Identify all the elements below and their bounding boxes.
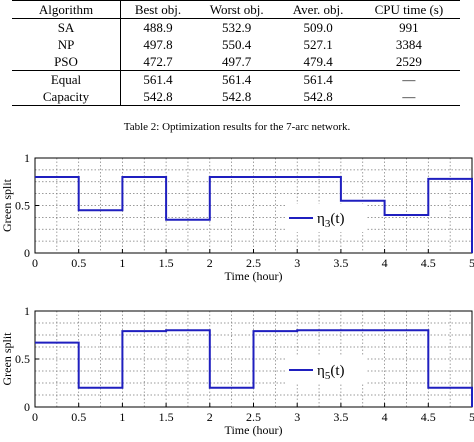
- table-row: Capacity 542.8 542.8 542.8 —: [12, 88, 460, 106]
- x-tick-label: 4.5: [421, 410, 436, 424]
- y-axis-label: Green split: [0, 178, 14, 232]
- header-worst-obj: Worst obj.: [194, 0, 279, 19]
- x-tick-label: 4.5: [421, 256, 436, 270]
- x-tick-label: 0.5: [71, 410, 86, 424]
- cell-algorithm: NP: [12, 36, 121, 53]
- cell-aver: 561.4: [278, 70, 358, 88]
- y-tick-label: 0: [24, 400, 30, 414]
- cell-algorithm: Equal: [12, 70, 121, 88]
- cell-aver: 479.4: [303, 54, 333, 69]
- table-row: NP 497.8 550.4 527.1 3384: [12, 36, 460, 53]
- legend-label: η5(t): [317, 363, 345, 382]
- cell-aver: 542.8: [278, 88, 358, 106]
- cell-cpu: 3384: [395, 37, 422, 52]
- grid-lines: [35, 311, 472, 407]
- cell-cpu: 991: [399, 20, 419, 35]
- x-tick-label: 1.5: [159, 410, 174, 424]
- y-tick-label: 1: [24, 151, 30, 165]
- cell-cpu: 2529: [395, 54, 422, 69]
- x-tick-label: 1: [119, 410, 125, 424]
- cell-algorithm: PSO: [12, 53, 121, 71]
- x-tick-label: 2.5: [246, 410, 261, 424]
- x-tick-label: 0: [32, 256, 38, 270]
- cell-best: 542.8: [120, 88, 195, 106]
- legend: η5(t): [287, 356, 367, 384]
- cell-best: 488.9: [143, 20, 173, 35]
- table-row: PSO 472.7 497.7 479.4 2529: [12, 53, 460, 71]
- x-tick-label: 5: [469, 256, 474, 270]
- x-tick-label: 2.5: [246, 256, 261, 270]
- green-split-chart-eta3: 0 0.5 1 1.5 2 2.5 3 3.5 4 4.5 5 0 0.5 1 Time (hour) Gre…: [0, 151, 474, 283]
- cell-aver: 527.1: [303, 37, 333, 52]
- cell-algorithm: Capacity: [12, 88, 121, 106]
- cell-best: 497.8: [143, 37, 173, 52]
- cell-aver: 509.0: [303, 20, 333, 35]
- y-axis-label: Green split: [0, 332, 14, 386]
- x-tick-label: 2: [207, 410, 213, 424]
- y-tick-label: 0: [24, 246, 30, 260]
- x-axis-label: Time (hour): [225, 423, 283, 437]
- header-cpu-time: CPU time (s): [357, 0, 460, 19]
- x-tick-label: 4: [382, 410, 388, 424]
- green-split-chart-eta5: 0 0.5 1 1.5 2 2.5 3 3.5 4 4.5 5 0 0.5 1 Time (hour) Gre…: [0, 304, 474, 437]
- header-aver-obj: Aver. obj.: [278, 0, 358, 19]
- cell-algorithm: SA: [12, 18, 121, 36]
- table-caption: Table 2: Optimization results for the 7-…: [123, 121, 351, 133]
- cell-cpu: —: [357, 88, 460, 106]
- cell-worst: 532.9: [222, 20, 252, 35]
- legend-label: η3(t): [317, 211, 345, 230]
- cell-best: 472.7: [143, 54, 173, 69]
- cell-best: 561.4: [120, 70, 195, 88]
- table-row: Equal 561.4 561.4 561.4 —: [12, 70, 460, 88]
- x-tick-label: 5: [469, 410, 474, 424]
- grid-lines: [35, 158, 472, 253]
- series-line: [35, 329, 473, 407]
- table-header-row: Algorithm Best obj. Worst obj. Aver. obj…: [12, 0, 460, 19]
- x-axis-label: Time (hour): [225, 269, 283, 283]
- results-table: Algorithm Best obj. Worst obj. Aver. obj…: [12, 0, 460, 106]
- header-best-obj: Best obj.: [120, 0, 195, 19]
- legend: η3(t): [287, 204, 367, 232]
- x-tick-label: 3.5: [333, 410, 348, 424]
- x-tick-label: 1: [119, 256, 125, 270]
- y-tick-label: 1: [24, 304, 30, 318]
- x-tick-label: 4: [382, 256, 388, 270]
- x-tick-label: 0.5: [71, 256, 86, 270]
- x-tick-label: 3: [294, 410, 300, 424]
- series-line: [35, 176, 473, 253]
- y-tick-label: 0.5: [15, 352, 30, 366]
- cell-worst: 561.4: [194, 70, 279, 88]
- cell-worst: 497.7: [222, 54, 252, 69]
- table-row: SA 488.9 532.9 509.0 991: [12, 18, 460, 36]
- cell-worst: 542.8: [194, 88, 279, 106]
- x-tick-label: 3.5: [333, 256, 348, 270]
- x-tick-label: 3: [294, 256, 300, 270]
- y-tick-label: 0.5: [15, 199, 30, 213]
- cell-worst: 550.4: [222, 37, 252, 52]
- x-tick-label: 0: [32, 410, 38, 424]
- header-algorithm: Algorithm: [12, 0, 121, 19]
- x-tick-label: 2: [207, 256, 213, 270]
- x-tick-label: 1.5: [159, 256, 174, 270]
- cell-cpu: —: [357, 70, 460, 88]
